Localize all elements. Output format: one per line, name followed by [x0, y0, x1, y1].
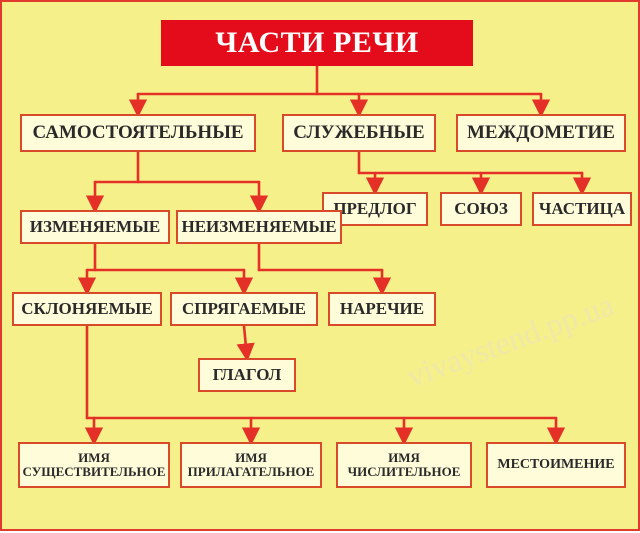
- node-num: ИМЯ ЧИСЛИТЕЛЬНОЕ: [336, 442, 472, 488]
- node-mezhd: МЕЖДОМЕТИЕ: [456, 114, 626, 152]
- diagram-title: ЧАСТИ РЕЧИ: [161, 20, 473, 66]
- node-chastitsa: ЧАСТИЦА: [532, 192, 632, 226]
- node-samost: САМОСТОЯТЕЛЬНЫЕ: [20, 114, 256, 152]
- node-izmen: ИЗМЕНЯЕМЫЕ: [20, 210, 170, 244]
- node-soyuz: СОЮЗ: [440, 192, 522, 226]
- node-sluzh: СЛУЖЕБНЫЕ: [282, 114, 436, 152]
- node-adj: ИМЯ ПРИЛАГАТЕЛЬНОЕ: [180, 442, 322, 488]
- node-neizmen: НЕИЗМЕНЯЕМЫЕ: [176, 210, 342, 244]
- node-pron: МЕСТОИМЕНИЕ: [486, 442, 626, 488]
- node-noun: ИМЯ СУЩЕСТВИТЕЛЬНОЕ: [18, 442, 170, 488]
- node-spryag: СПРЯГАЕМЫЕ: [170, 292, 318, 326]
- node-narechie: НАРЕЧИЕ: [328, 292, 436, 326]
- node-glagol: ГЛАГОЛ: [198, 358, 296, 392]
- node-sklon: СКЛОНЯЕМЫЕ: [12, 292, 162, 326]
